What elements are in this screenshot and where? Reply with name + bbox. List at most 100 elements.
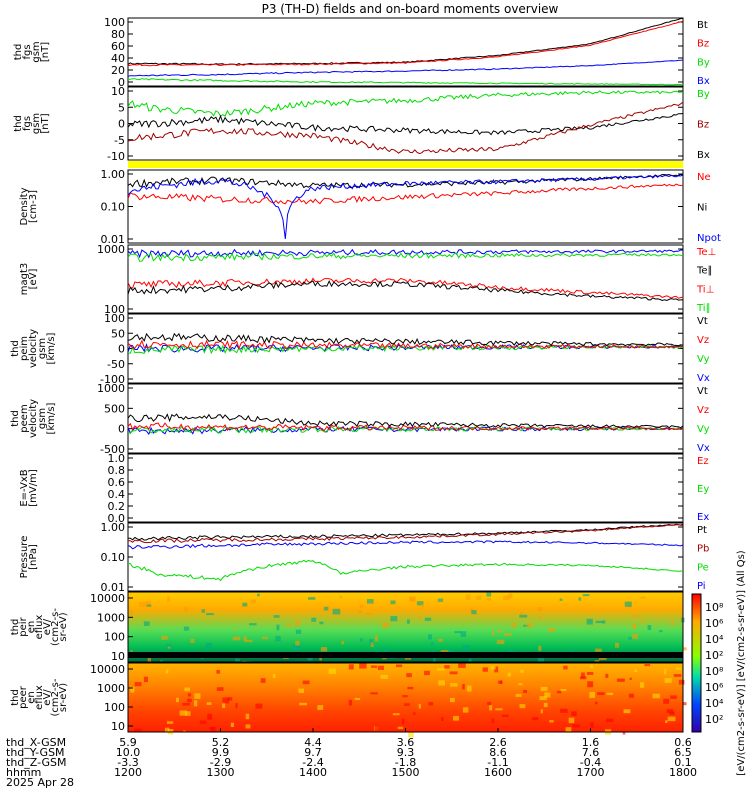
x-tick-label: 9.7 <box>304 746 322 759</box>
spectrogram-cell <box>500 680 503 684</box>
spectrogram-cell <box>397 726 404 730</box>
y-tick-label: 1.0 <box>108 452 126 465</box>
spectrogram-cell <box>348 699 353 706</box>
x-tick-label: -2.4 <box>302 756 323 769</box>
spectrogram-cell <box>667 716 676 722</box>
y-tick-label: 10000 <box>90 663 125 676</box>
x-row-label: hhmm <box>6 766 41 779</box>
y-axis-label-line: [mV/m] <box>28 469 39 507</box>
colorbar-tick-label: 10² <box>705 713 723 726</box>
spectrogram-cell <box>370 692 378 695</box>
y-axis-label-line: thd <box>10 619 21 636</box>
legend-entry: Ey <box>697 484 709 495</box>
spectrogram-cell <box>392 713 400 716</box>
spectrogram-cell <box>487 597 492 601</box>
spectrogram-cell <box>515 693 522 697</box>
spectrogram-cell <box>273 615 280 618</box>
spectrogram-cell <box>578 597 582 601</box>
spectrogram-cell <box>410 597 415 602</box>
x-tick-label: 0.6 <box>674 736 692 749</box>
spectrogram-cell <box>629 677 632 680</box>
spectrogram-cell <box>664 668 667 675</box>
spectrogram-cell <box>589 691 595 698</box>
spectrogram-cell <box>538 615 542 619</box>
x-tick-label: 1400 <box>299 766 327 779</box>
y-axis-label-line: gsm <box>37 408 48 429</box>
spectrogram-cell <box>498 680 503 684</box>
spectrogram-cell <box>161 635 168 640</box>
spectrogram-cell <box>458 663 466 668</box>
spectrogram-fill <box>128 592 683 662</box>
spectrogram-cell <box>176 697 179 703</box>
y-axis-label-line: sr-eV) <box>58 683 69 712</box>
y-tick-label: 1.00 <box>101 521 126 534</box>
spectrogram-cell <box>232 636 241 641</box>
y-axis-label: Density[cm-3] <box>19 187 39 225</box>
y-axis-label-line: velocity <box>28 399 39 438</box>
series-Pi-line <box>127 540 684 550</box>
x-row-label: thd_X-GSM <box>6 736 66 749</box>
spectrogram-cell <box>366 599 374 604</box>
y-tick-label: 100 <box>104 16 125 29</box>
y-tick-label: 0.6 <box>108 476 126 489</box>
y-tick-label: 0.10 <box>101 201 126 214</box>
spectrogram-cell <box>482 667 488 672</box>
y-tick-label: 0.2 <box>108 500 126 513</box>
spectrogram-cell <box>317 705 324 710</box>
y-tick-label: 80 <box>111 28 125 41</box>
spectrogram-cell <box>519 704 526 709</box>
legend-entry: Vz <box>697 335 709 346</box>
legend-entry: Pt <box>697 525 707 536</box>
spectrogram-cell <box>421 604 424 609</box>
spectrogram-cell <box>496 639 505 645</box>
colorbar-tick-label: 10⁴ <box>705 697 724 710</box>
y-tick-label: 0 <box>118 76 125 89</box>
series-Vz-line <box>127 422 684 432</box>
spectrogram-cell <box>167 646 171 649</box>
spectrogram-cell <box>675 667 682 670</box>
legend-entry: Pe <box>697 562 709 573</box>
spectrogram-cell <box>526 623 531 627</box>
spectrogram-cell <box>235 702 238 709</box>
spectrogram-cell <box>568 717 575 724</box>
x-tick-label: 8.6 <box>489 746 507 759</box>
spectrogram-cell <box>295 629 302 634</box>
spectrogram-cell <box>666 709 674 713</box>
panel-frame <box>127 17 684 87</box>
panel-frame <box>127 244 684 314</box>
legend: Ez Ey Ex <box>697 456 709 523</box>
y-tick-label: 0 <box>118 423 125 436</box>
y-axis-label-line: gsm <box>31 113 42 134</box>
spectrogram-cell <box>130 650 133 653</box>
legend-entry: Vt <box>697 316 708 327</box>
x-tick-label: 6.5 <box>674 746 692 759</box>
y-tick-label: 100 <box>104 303 125 316</box>
spectrogram-cell <box>130 610 133 617</box>
spectrogram-cell <box>294 624 297 628</box>
spectrogram-cell <box>319 621 324 625</box>
y-axis-label-line: peim <box>19 336 30 361</box>
spectrogram-cell <box>402 695 408 698</box>
spectrogram-cell <box>147 657 151 663</box>
spectrogram-cell <box>640 682 645 688</box>
spectrogram-cell <box>565 727 572 733</box>
x-tick-label: 9.9 <box>212 746 230 759</box>
spectrogram-cell <box>523 690 527 694</box>
spectrogram-cell <box>359 604 364 608</box>
spectrogram-cell <box>444 665 450 669</box>
spectrogram-cell <box>537 606 543 612</box>
series-Pb-line <box>127 524 684 544</box>
spectrogram-cell <box>428 634 432 640</box>
spectrogram-cell <box>560 688 567 692</box>
x-row-label: 2025 Apr 28 <box>6 776 74 789</box>
spectrogram-cell <box>404 703 410 706</box>
spectrogram-cell <box>245 639 253 643</box>
spectrogram-cell <box>632 633 639 639</box>
y-axis-label-line: (cm2-s- <box>50 678 61 716</box>
spectrogram-cell <box>579 676 587 680</box>
spectrogram-cell <box>234 628 237 632</box>
legend: Ne Ni Npot <box>697 172 721 244</box>
legend-entry: Bx <box>697 76 710 87</box>
spectrogram-cell <box>390 616 398 622</box>
